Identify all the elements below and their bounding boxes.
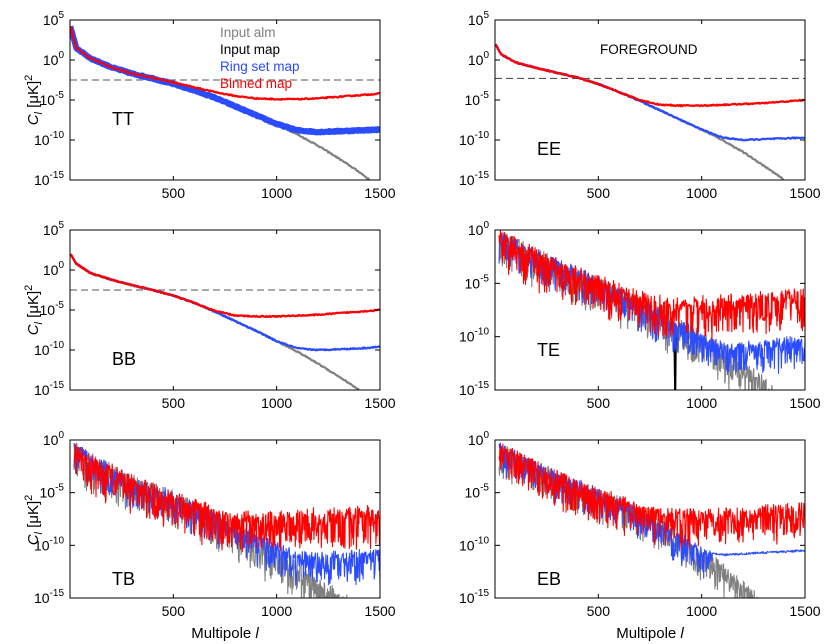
panel-te-xtick-label: 1500 bbox=[789, 395, 820, 411]
panel-tb-ytick-label: 10-15 bbox=[34, 588, 64, 606]
legend-entry-input-map: Input map bbox=[220, 42, 280, 57]
panel-eb-axes: 500 1000 1500 100 10-5 10-10 10-15 bbox=[459, 430, 821, 619]
panel-eb-ytick-label: 10-5 bbox=[465, 483, 490, 501]
panel-ee-ytick-label: 100 bbox=[468, 50, 490, 68]
panel-tt-series-binned-map bbox=[70, 25, 380, 101]
panel-tt-axes: 500 1000 1500 105 100 10-5 10-10 10-15 bbox=[34, 10, 396, 201]
panel-ee-xtick-label: 1500 bbox=[789, 185, 820, 201]
panel-bb: 500 1000 1500 105 100 10-5 10-10 10-15 BB Cl [μ… bbox=[23, 220, 396, 411]
panel-bb-label: BB bbox=[112, 349, 136, 369]
foreground-label: FOREGROUND bbox=[600, 42, 698, 57]
panel-eb-xtick-label: 1500 bbox=[789, 603, 820, 619]
panel-te-axes: 500 1000 1500 100 10-5 10-10 10-15 bbox=[459, 220, 821, 411]
panel-tb-ytick-label: 10-5 bbox=[40, 483, 65, 501]
panel-te-label: TE bbox=[537, 340, 560, 360]
panel-bb-axes: 500 1000 1500 105 100 10-5 10-10 10-15 bbox=[34, 220, 396, 411]
panel-tb-frame bbox=[69, 439, 381, 599]
panel-bb-ytick-label: 10-15 bbox=[34, 380, 64, 398]
legend-entry-binned-map: Binned map bbox=[220, 76, 292, 91]
panel-tb-series-binned-map bbox=[73, 444, 380, 553]
panel-bb-series-binned-map bbox=[70, 253, 380, 319]
panel-bb-ytick-label: 10-10 bbox=[34, 340, 64, 358]
panel-tt-xtick-label: 500 bbox=[162, 185, 186, 201]
legend: Input alm Input map Ring set map Binned … bbox=[220, 25, 300, 91]
panel-bb-ytick-label: 10-5 bbox=[40, 300, 65, 318]
panel-eb-frame bbox=[494, 439, 806, 599]
panel-bb-ytick-label: 105 bbox=[43, 220, 65, 238]
panel-te-ytick-label: 100 bbox=[468, 220, 490, 238]
panel-tb-series bbox=[73, 442, 380, 598]
panel-bb-xtick-label: 1000 bbox=[261, 395, 292, 411]
panel-ee-series-binned-map bbox=[495, 43, 805, 108]
panel-eb-ytick-label: 100 bbox=[468, 430, 490, 448]
panel-tt-label: TT bbox=[112, 109, 134, 129]
panel-te-series bbox=[498, 230, 805, 390]
panel-bb-series bbox=[70, 253, 380, 390]
panel-eb-series-binned-map bbox=[498, 443, 805, 550]
panel-tb-ytick-label: 10-10 bbox=[34, 535, 64, 553]
panel-tb-xlabel: Multipole l bbox=[191, 625, 259, 642]
panel-ee-xtick-label: 500 bbox=[587, 185, 611, 201]
panel-ee-series-ring-set-map bbox=[495, 43, 805, 142]
panel-eb-ytick-label: 10-10 bbox=[459, 535, 489, 553]
panel-te-xtick-label: 500 bbox=[587, 395, 611, 411]
panel-eb: 500 1000 1500 100 10-5 10-10 10-15 EB Multipol… bbox=[459, 430, 821, 642]
panel-eb-xlabel: Multipole l bbox=[616, 625, 684, 642]
panel-tb-xtick-label: 500 bbox=[162, 603, 186, 619]
panel-ee-ytick-label: 105 bbox=[468, 10, 490, 28]
panel-tb-ylabel: Cl [μK]2 bbox=[23, 495, 45, 546]
panel-tt-xtick-label: 1000 bbox=[261, 185, 292, 201]
panel-bb-ylabel: Cl [μK]2 bbox=[23, 285, 45, 336]
panel-te-ytick-label: 10-5 bbox=[465, 273, 490, 291]
panel-bb-xtick-label: 500 bbox=[162, 395, 186, 411]
panel-tb-ytick-label: 100 bbox=[43, 430, 65, 448]
panel-tt-ytick-label: 105 bbox=[43, 10, 65, 28]
panel-tt-ytick-label: 10-5 bbox=[40, 90, 65, 108]
panel-eb-xtick-label: 500 bbox=[587, 603, 611, 619]
panel-tt-ytick-label: 10-15 bbox=[34, 170, 64, 188]
panel-bb-series-ring-set-map bbox=[70, 253, 380, 352]
panel-eb-label: EB bbox=[537, 569, 561, 589]
panel-tb-label: TB bbox=[112, 569, 135, 589]
panel-te-frame bbox=[494, 229, 806, 391]
panel-te-ytick-label: 10-15 bbox=[459, 380, 489, 398]
panel-bb-ytick-label: 100 bbox=[43, 260, 65, 278]
panel-ee-series-input-alm bbox=[495, 43, 785, 180]
panel-eb-xtick-label: 1000 bbox=[686, 603, 717, 619]
panel-tb: 500 1000 1500 100 10-5 10-10 10-15 TB Cl [μK]2… bbox=[23, 430, 396, 642]
panel-ee-ytick-label: 10-15 bbox=[459, 170, 489, 188]
panel-te: 500 1000 1500 100 10-5 10-10 10-15 TE bbox=[459, 220, 821, 411]
panel-te-series-binned-map bbox=[498, 230, 805, 341]
panel-tt-ytick-label: 100 bbox=[43, 50, 65, 68]
legend-entry-input-alm: Input alm bbox=[220, 25, 276, 40]
panel-tt-ylabel: Cl [μK]2 bbox=[23, 75, 45, 126]
panel-eb-series bbox=[498, 442, 805, 598]
panel-tb-xtick-label: 1500 bbox=[364, 603, 395, 619]
panel-tt-ytick-label: 10-10 bbox=[34, 130, 64, 148]
panel-tb-axes: 500 1000 1500 100 10-5 10-10 10-15 bbox=[34, 430, 396, 619]
panel-ee-xtick-label: 1000 bbox=[686, 185, 717, 201]
panel-tb-xtick-label: 1000 bbox=[261, 603, 292, 619]
panel-ee-series bbox=[495, 43, 805, 180]
panel-te-xtick-label: 1000 bbox=[686, 395, 717, 411]
panel-ee: 500 1000 1500 105 100 10-5 10-10 10-15 EE FOREG… bbox=[459, 10, 821, 201]
panel-ee-ytick-label: 10-5 bbox=[465, 90, 490, 108]
panel-tt: 500 1000 1500 105 100 10-5 10-10 10-15 TT Cl [μ… bbox=[23, 10, 396, 201]
legend-entry-ring-set-map: Ring set map bbox=[220, 59, 300, 74]
panel-tt-series bbox=[70, 25, 380, 180]
panel-ee-ytick-label: 10-10 bbox=[459, 130, 489, 148]
panel-bb-series-input-alm bbox=[70, 253, 360, 390]
panel-te-ytick-label: 10-10 bbox=[459, 327, 489, 345]
panel-bb-xtick-label: 1500 bbox=[364, 395, 395, 411]
panel-ee-label: EE bbox=[537, 139, 561, 159]
panel-eb-ytick-label: 10-15 bbox=[459, 588, 489, 606]
panel-tt-xtick-label: 1500 bbox=[364, 185, 395, 201]
panel-ee-axes: 500 1000 1500 105 100 10-5 10-10 10-15 bbox=[459, 10, 821, 201]
